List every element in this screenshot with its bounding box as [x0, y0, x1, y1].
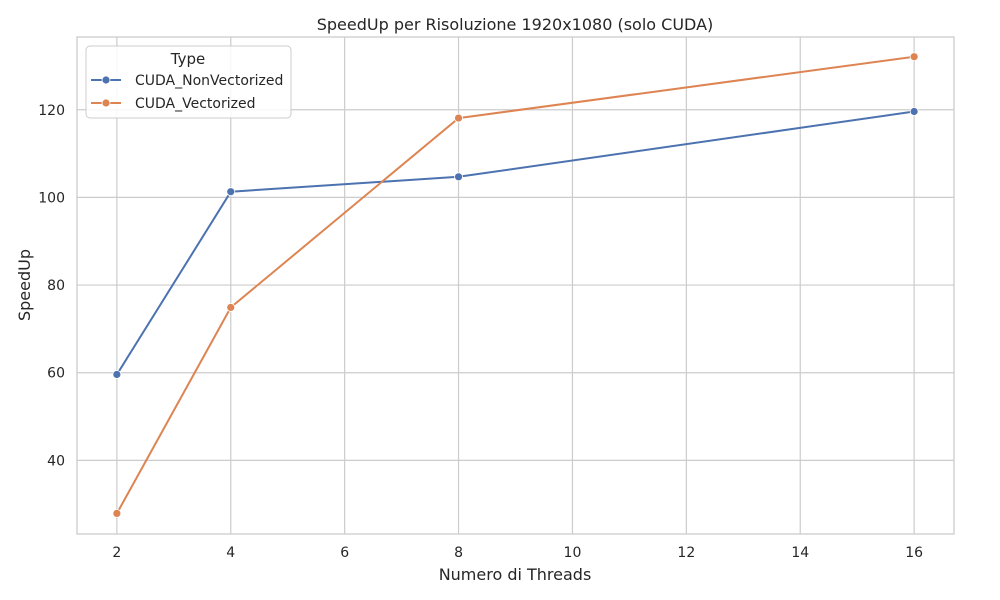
- legend-label: CUDA_NonVectorized: [135, 73, 283, 89]
- series-line: [116, 110, 915, 376]
- y-tick-label: 120: [38, 103, 65, 119]
- x-tick-label: 8: [454, 545, 463, 561]
- y-tick-label: 100: [38, 190, 65, 206]
- series-CUDA_NonVectorized: [112, 107, 919, 379]
- legend-items: CUDA_NonVectorized CUDA_Vectorized: [91, 73, 283, 112]
- data-point: [226, 303, 236, 312]
- y-tick-labels: 40 60 80 100 120: [38, 103, 65, 470]
- data-point: [909, 52, 919, 62]
- x-tick-label: 10: [564, 545, 582, 561]
- legend-marker: [101, 98, 111, 108]
- data-point: [112, 370, 122, 379]
- x-axis-title: Numero di Threads: [439, 565, 592, 584]
- x-tick-label: 12: [677, 545, 695, 561]
- legend: Type CUDA_NonVectorized CUDA_Vectorized: [85, 45, 292, 119]
- axes-frame: [76, 36, 955, 535]
- legend-title: Type: [170, 50, 205, 68]
- legend-box: [85, 45, 292, 119]
- x-tick-label: 14: [791, 545, 809, 561]
- y-tick-label: 80: [47, 278, 65, 294]
- grid: [77, 37, 954, 534]
- x-tick-label: 4: [226, 545, 235, 561]
- plot-frame: [76, 36, 955, 535]
- data-point: [112, 509, 122, 518]
- series-lines: [112, 52, 919, 518]
- x-tick-label: 6: [340, 545, 349, 561]
- y-tick-label: 40: [47, 453, 65, 469]
- x-tick-label: 16: [905, 545, 923, 561]
- data-point: [226, 187, 236, 197]
- data-point: [454, 113, 463, 123]
- y-axis-title: SpeedUp: [15, 249, 34, 321]
- chart-title: SpeedUp per Risoluzione 1920x1080 (solo …: [317, 15, 714, 34]
- x-tick-label: 2: [112, 545, 121, 561]
- series-line: [116, 55, 915, 514]
- series-CUDA_Vectorized: [112, 52, 919, 518]
- y-tick-label: 60: [47, 366, 65, 382]
- legend-label: CUDA_Vectorized: [135, 96, 255, 112]
- data-point: [454, 172, 463, 182]
- legend-marker: [101, 75, 111, 85]
- data-point: [909, 107, 919, 116]
- x-tick-labels: 2 4 6 8 10 12 14 16: [112, 545, 923, 561]
